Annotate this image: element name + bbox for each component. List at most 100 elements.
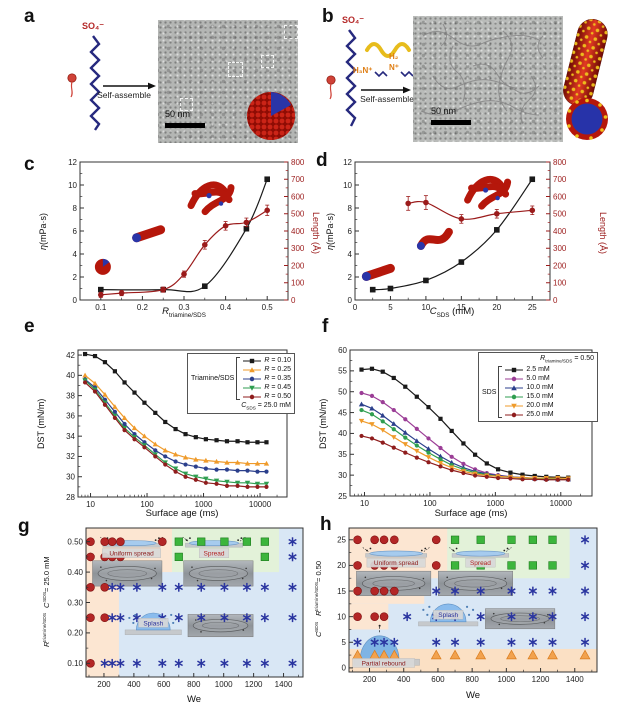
svg-text:0: 0 — [353, 303, 358, 312]
legend-entry-10.0-mm: 10.0 mM — [504, 383, 554, 392]
chart-d-yleft-title: η (mPa·s) — [325, 213, 335, 251]
chart-c-x-axis-title: Rtriamine/SDS — [162, 306, 206, 319]
svg-text:4: 4 — [73, 250, 78, 259]
legend-marker-icon — [505, 384, 524, 390]
wormlike-micelle-threads — [420, 23, 544, 125]
panel-b: b SO₄⁻ H₂ H₃N⁺ N⁺ NH₃⁺ Self-assemble — [309, 0, 618, 150]
panel-a-label: a — [24, 6, 35, 27]
svg-text:10: 10 — [86, 500, 95, 509]
svg-text:0.40: 0.40 — [67, 568, 83, 577]
phase-points-green-square — [450, 535, 557, 544]
svg-text:0.5: 0.5 — [262, 303, 274, 312]
legend-entry-5.0-mm: 5.0 mM — [504, 374, 553, 383]
tem-roi-box — [228, 62, 243, 77]
phase-points-blue-asterisk — [288, 552, 297, 562]
chart-e-x-axis-title: Surface age (ms) — [145, 508, 219, 519]
svg-text:700: 700 — [291, 175, 305, 184]
panel-a-scalebar — [165, 123, 205, 128]
svg-text:200: 200 — [553, 261, 567, 270]
tem-roi-box — [284, 25, 298, 39]
svg-text:800: 800 — [553, 158, 567, 167]
impact-photo — [92, 560, 163, 587]
svg-text:12: 12 — [68, 158, 77, 167]
svg-text:Splash: Splash — [438, 612, 458, 619]
svg-text:8: 8 — [348, 204, 353, 213]
svg-text:0.50: 0.50 — [67, 537, 83, 546]
svg-text:100: 100 — [423, 499, 437, 508]
svg-text:30: 30 — [338, 471, 347, 480]
svg-text:5: 5 — [342, 638, 347, 647]
rod-micelle-icon — [361, 263, 395, 281]
svg-text:40: 40 — [66, 371, 75, 380]
legend-entry-label: R = 0.10 — [264, 357, 291, 364]
svg-text:1200: 1200 — [245, 680, 263, 689]
svg-text:8: 8 — [73, 204, 78, 213]
chart-d-yright-title: Length (Å) — [598, 211, 608, 255]
tangle-micelle-icon — [464, 175, 512, 210]
phase-points-red-circle — [86, 537, 167, 546]
chart-h-x-axis-title: We — [465, 690, 481, 701]
svg-text:10: 10 — [360, 499, 369, 508]
svg-text:20: 20 — [492, 303, 501, 312]
svg-text:200: 200 — [363, 675, 377, 684]
svg-text:0.4: 0.4 — [220, 303, 232, 312]
svg-text:60: 60 — [338, 346, 347, 355]
tangle-micelle-icon — [187, 181, 235, 216]
svg-text:Spread: Spread — [204, 551, 225, 558]
svg-text:30: 30 — [66, 473, 75, 482]
phase-points-blue-asterisk — [108, 582, 297, 592]
svg-text:0: 0 — [348, 296, 353, 305]
series-25.0-mm — [359, 433, 571, 482]
series-viscosity — [369, 176, 536, 293]
legend-entry-label: 2.5 mM — [526, 366, 550, 374]
panel-b-h2-label: H₂ — [389, 52, 399, 61]
svg-text:Splash: Splash — [143, 620, 163, 627]
chart-f-legend: Rtriamine/SDS = 0.50 SDS 2.5 mM 5.0 mM 10.… — [478, 352, 598, 423]
panel-g-label: g — [18, 516, 30, 537]
svg-text:0: 0 — [291, 296, 296, 305]
worm-micelle-icon — [416, 227, 453, 250]
chart-g: Uniform spread Spread Splash 200 400 600 800 10… — [67, 527, 304, 689]
chart-f-condition-note: Rtriamine/SDS = 0.50 — [540, 355, 594, 364]
svg-text:400: 400 — [291, 227, 305, 236]
svg-text:10: 10 — [68, 181, 77, 190]
legend-entry-2.5-mm: 2.5 mM — [504, 365, 553, 374]
svg-text:10: 10 — [337, 612, 346, 621]
svg-text:0.3: 0.3 — [178, 303, 190, 312]
rod-micelle-icon — [132, 225, 166, 243]
chart-f-legend-title: SDS — [482, 388, 497, 396]
svg-text:50: 50 — [338, 388, 347, 397]
svg-text:600: 600 — [553, 192, 567, 201]
svg-text:700: 700 — [553, 175, 567, 184]
phase-points-blue-asterisk — [353, 637, 590, 647]
cylindrical-micelle-icon — [563, 19, 608, 140]
svg-text:20: 20 — [337, 561, 346, 570]
chart-e-legend-title: Triamine/SDS — [191, 375, 235, 382]
svg-text:100: 100 — [291, 279, 305, 288]
legend-marker-icon — [243, 376, 262, 381]
surfactant-tail-icon — [89, 35, 101, 131]
panel-a-schematic — [67, 35, 156, 131]
svg-text:15: 15 — [457, 303, 466, 312]
series-r-0.10 — [82, 351, 269, 445]
legend-entry-25.0-mm: 25.0 mM — [504, 410, 554, 419]
svg-text:40: 40 — [338, 429, 347, 438]
panel-b-amine-center-label: N⁺ — [389, 63, 399, 72]
sphere-micelle-icon — [94, 258, 111, 275]
svg-text:400: 400 — [397, 675, 411, 684]
svg-text:2: 2 — [348, 273, 353, 282]
legend-entry-20.0-mm: 20.0 mM — [504, 401, 554, 410]
impact-photo — [485, 608, 556, 630]
svg-text:6: 6 — [73, 227, 78, 236]
svg-text:1400: 1400 — [566, 675, 584, 684]
legend-entry-label: 20.0 mM — [526, 402, 554, 410]
impact-photo — [187, 614, 254, 638]
tem-roi-box — [180, 98, 193, 111]
svg-text:300: 300 — [291, 244, 305, 253]
phase-points-blue-asterisk — [580, 561, 590, 570]
svg-text:42: 42 — [66, 351, 75, 360]
svg-text:300: 300 — [553, 244, 567, 253]
svg-text:2: 2 — [73, 273, 78, 282]
